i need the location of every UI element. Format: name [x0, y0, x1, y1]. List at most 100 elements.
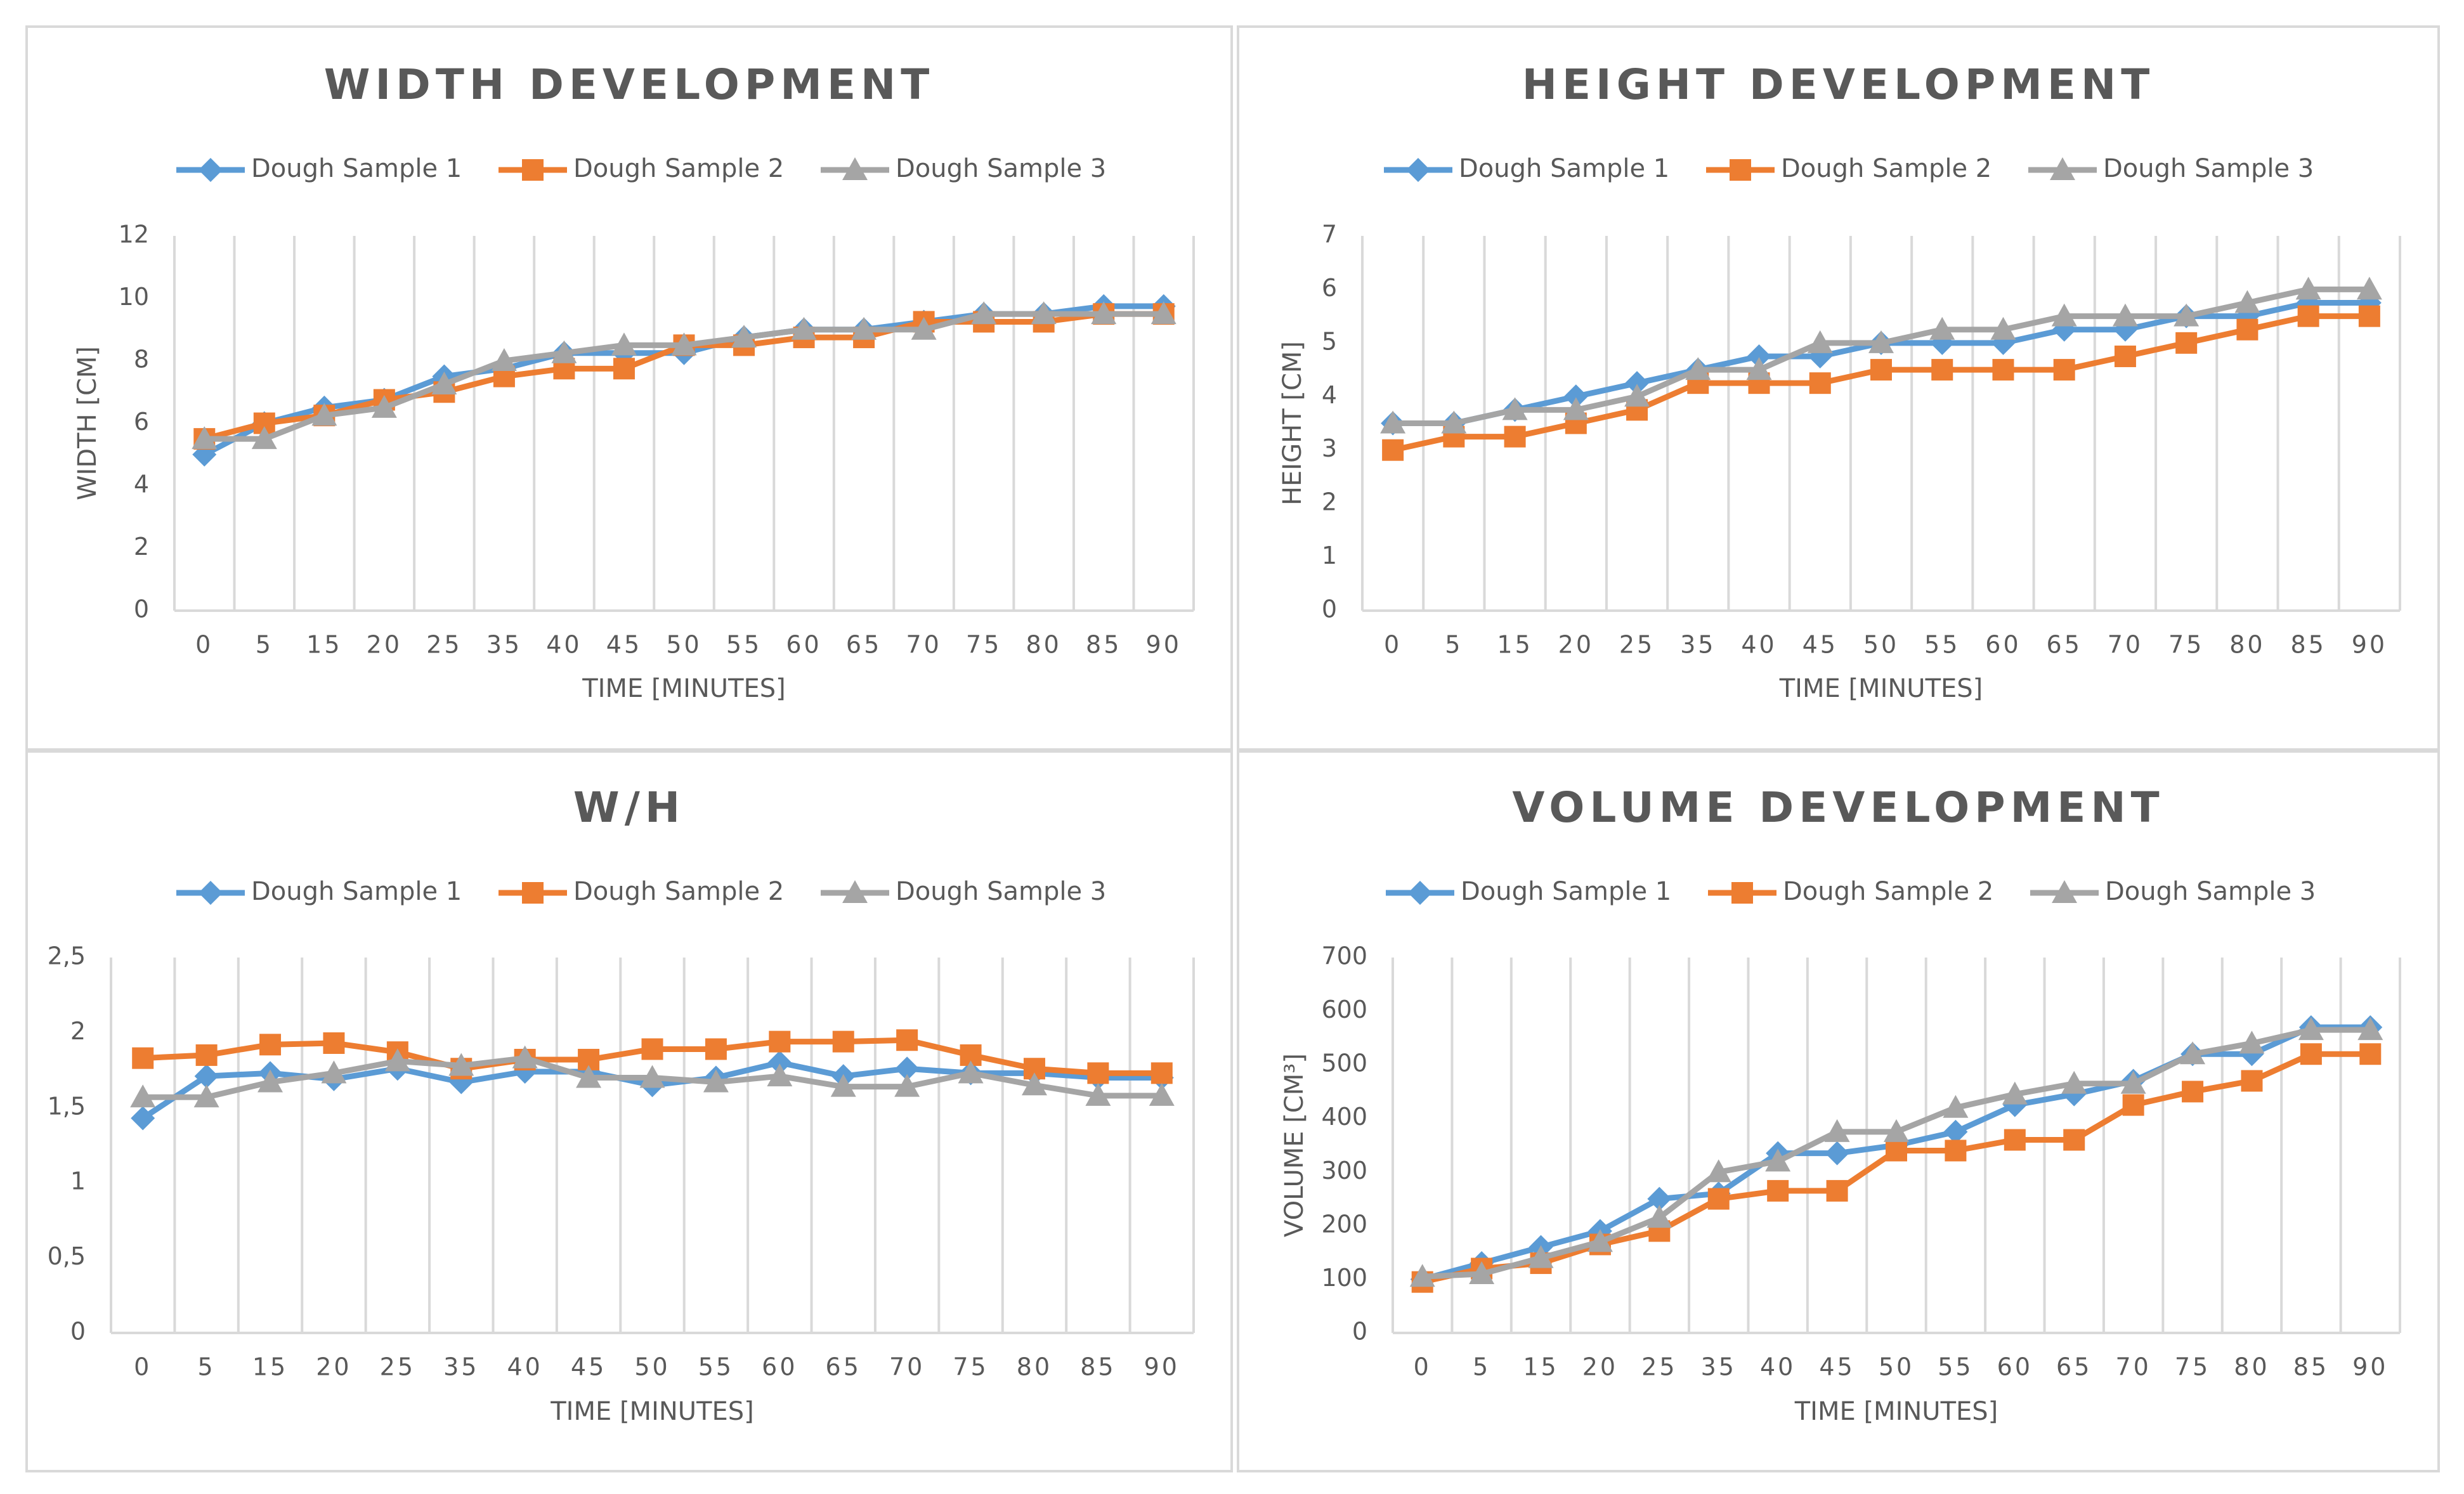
legend-label: Dough Sample 3: [896, 877, 1106, 906]
x-tick-label: 40: [507, 1353, 542, 1381]
x-tick-label: 5: [1473, 1353, 1490, 1381]
x-axis-label: TIME [MINUTES]: [550, 1397, 754, 1426]
data-point: [1087, 1062, 1109, 1084]
x-tick-label: 50: [1863, 631, 1899, 659]
data-point: [1149, 1082, 1175, 1106]
data-point: [896, 1029, 918, 1051]
y-tick-label: 0: [134, 595, 149, 623]
data-point: [512, 1045, 538, 1069]
data-point: [1563, 397, 1589, 420]
legend-item: Dough Sample 1: [1386, 877, 1671, 906]
data-point: [1021, 1072, 1047, 1096]
y-tick-label: 2: [1322, 488, 1337, 516]
x-tick-label: 80: [1017, 1353, 1052, 1381]
data-point: [895, 1056, 920, 1081]
data-point: [731, 325, 757, 348]
x-tick-label: 25: [426, 631, 462, 659]
data-point: [2182, 1081, 2204, 1103]
x-tick-label: 50: [666, 631, 701, 659]
x-tick-label: 0: [1384, 631, 1402, 659]
y-tick-label: 6: [134, 408, 149, 436]
data-point: [1151, 301, 1177, 325]
data-point: [1504, 425, 1526, 448]
x-tick-label: 85: [1080, 1353, 1116, 1381]
data-point: [1765, 1148, 1791, 1172]
x-tick-label: 50: [1879, 1353, 1914, 1381]
data-point: [431, 371, 457, 394]
legend-label: Dough Sample 1: [1461, 877, 1671, 906]
y-tick-label: 600: [1321, 996, 1367, 1023]
data-point: [1825, 1141, 1849, 1166]
x-tick-label: 20: [1558, 631, 1594, 659]
data-point: [611, 332, 637, 356]
legend-marker-diamond-icon: [199, 158, 223, 182]
data-point: [1943, 1095, 1969, 1118]
x-tick-label: 85: [2293, 1353, 2329, 1381]
x-tick-label: 35: [486, 631, 522, 659]
data-point: [130, 1084, 156, 1108]
x-tick-label: 5: [1445, 631, 1463, 659]
data-point: [1990, 316, 2016, 340]
legend-marker-triangle-icon: [842, 880, 868, 903]
x-tick-label: 90: [1144, 1353, 1180, 1381]
y-tick-label: 8: [134, 346, 149, 374]
data-point: [1091, 301, 1117, 325]
data-point: [832, 1030, 854, 1053]
data-point: [2002, 1081, 2028, 1105]
data-point: [251, 426, 277, 450]
y-tick-label: 0,5: [48, 1242, 86, 1270]
data-point: [2122, 1094, 2144, 1116]
data-point: [958, 1060, 984, 1084]
data-point: [1031, 301, 1057, 325]
x-tick-label: 60: [1997, 1353, 2033, 1381]
x-tick-label: 75: [966, 631, 1001, 659]
data-point: [1868, 330, 1894, 353]
data-point: [767, 1050, 792, 1075]
data-point: [2241, 1070, 2263, 1092]
data-point: [671, 332, 697, 356]
data-point: [576, 1065, 602, 1088]
y-tick-label: 1: [70, 1167, 86, 1195]
data-point: [1502, 397, 1528, 420]
x-tick-label: 90: [2352, 631, 2387, 659]
data-point: [1886, 1140, 1907, 1162]
data-point: [1382, 439, 1404, 461]
x-tick-label: 15: [1523, 1353, 1558, 1381]
data-point: [1563, 384, 1588, 409]
data-point: [911, 316, 937, 340]
legend-label: Dough Sample 1: [1459, 154, 1669, 183]
x-tick-label: 45: [1802, 631, 1838, 659]
x-tick-label: 0: [195, 631, 213, 659]
data-point: [1587, 1229, 1613, 1252]
data-point: [311, 403, 337, 426]
data-point: [195, 1044, 218, 1066]
x-tick-label: 65: [2047, 631, 2082, 659]
data-point: [641, 1038, 663, 1060]
data-point: [2356, 276, 2382, 300]
chart-title: WIDTH DEVELOPMENT: [324, 60, 935, 109]
data-point: [2175, 332, 2198, 354]
x-tick-label: 40: [1760, 1353, 1796, 1381]
x-tick-label: 60: [762, 1353, 797, 1381]
x-tick-label: 60: [1985, 631, 2021, 659]
data-point: [1085, 1082, 1111, 1106]
data-point: [2180, 1041, 2206, 1065]
series-3: [1380, 276, 2382, 434]
data-point: [193, 1084, 219, 1108]
x-tick-label: 70: [2115, 1353, 2151, 1381]
legend-label: Dough Sample 3: [896, 154, 1106, 183]
legend-item: Dough Sample 2: [499, 154, 784, 183]
x-tick-label: 65: [826, 1353, 861, 1381]
data-point: [1929, 316, 1955, 340]
data-point: [448, 1053, 474, 1076]
data-point: [1931, 359, 1953, 381]
y-axis-label: HEIGHT [CM]: [1278, 341, 1307, 505]
data-point: [371, 394, 397, 418]
chart-panel-3: W/H Dough Sample 1 Dough Sample 2 Dough Sam…: [25, 750, 1233, 1472]
chart-panel-border: [1237, 25, 2440, 751]
data-point: [894, 1074, 920, 1097]
y-tick-label: 1,5: [48, 1092, 86, 1120]
x-tick-label: 55: [1924, 631, 1960, 659]
legend-item: Dough Sample 2: [499, 877, 784, 906]
x-tick-label: 45: [571, 1353, 606, 1381]
